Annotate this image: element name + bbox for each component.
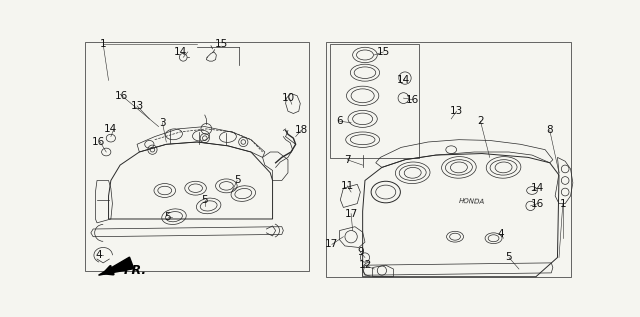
Text: 3: 3 — [159, 118, 166, 128]
Text: 2: 2 — [477, 116, 484, 126]
Text: 17: 17 — [344, 209, 358, 219]
Bar — [86, 42, 308, 271]
Text: 1: 1 — [559, 198, 566, 209]
Text: 14: 14 — [173, 47, 187, 57]
Text: 10: 10 — [282, 93, 294, 103]
Text: 11: 11 — [340, 181, 354, 191]
Text: 12: 12 — [358, 260, 372, 270]
Text: 17: 17 — [325, 239, 339, 249]
Bar — [330, 44, 419, 158]
Text: 7: 7 — [344, 155, 351, 165]
Text: 1: 1 — [100, 39, 106, 49]
Text: 14: 14 — [104, 124, 118, 134]
Text: 13: 13 — [450, 106, 463, 116]
Text: 16: 16 — [406, 95, 419, 105]
Text: 8: 8 — [547, 126, 553, 135]
Text: 5: 5 — [506, 252, 512, 262]
Polygon shape — [99, 257, 134, 275]
Text: 16: 16 — [531, 198, 544, 209]
Text: 18: 18 — [294, 126, 308, 135]
Text: 9: 9 — [357, 247, 364, 257]
Text: 15: 15 — [215, 39, 228, 49]
Text: 14: 14 — [531, 183, 544, 193]
Text: 6: 6 — [336, 116, 343, 126]
Bar — [326, 42, 570, 277]
Text: 4: 4 — [95, 250, 102, 260]
Text: HONDA: HONDA — [459, 198, 485, 204]
Text: 13: 13 — [131, 101, 143, 111]
Text: 14: 14 — [397, 75, 410, 85]
Text: 5: 5 — [202, 195, 208, 205]
Text: 5: 5 — [164, 212, 171, 222]
Text: 16: 16 — [92, 137, 105, 147]
Text: 16: 16 — [115, 91, 128, 101]
Text: 15: 15 — [377, 47, 390, 57]
Text: 5: 5 — [234, 176, 241, 185]
Text: FR.: FR. — [124, 264, 147, 277]
Text: 4: 4 — [497, 230, 504, 239]
